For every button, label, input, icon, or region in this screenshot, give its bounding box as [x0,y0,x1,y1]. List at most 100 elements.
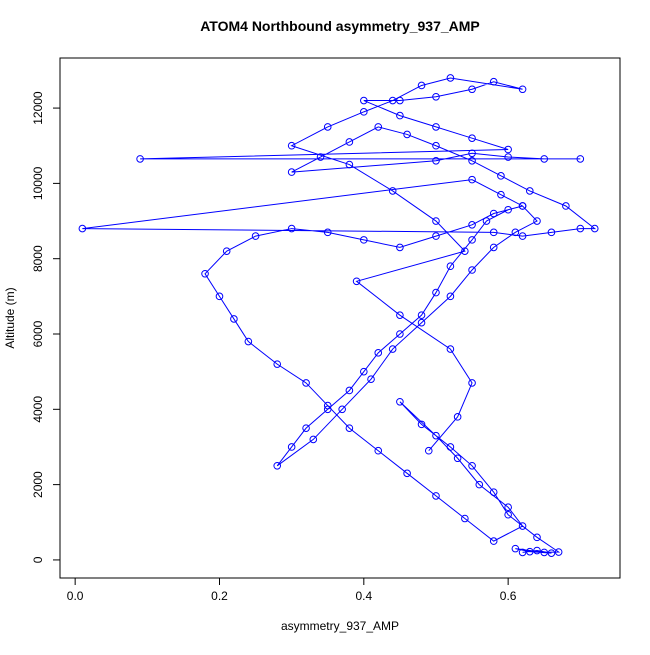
data-point [468,134,476,143]
data-point [489,243,498,252]
data-point [468,175,476,184]
data-point [504,503,512,512]
data-point [432,431,440,440]
data-point [374,349,383,357]
data-point [396,96,404,105]
data-point [302,424,310,432]
data-point [345,160,354,169]
data-point [511,544,520,553]
data-point [352,277,361,286]
data-point [323,228,332,237]
data-point [576,224,585,233]
data-point [468,461,476,470]
data-point [518,232,527,240]
data-point [489,228,498,237]
data-point [374,123,383,131]
data-point [468,379,476,387]
data-point [475,480,484,489]
data-point [446,443,455,451]
data-point [482,217,491,225]
data-point [316,153,325,161]
y-tick-label: 4000 [31,396,45,423]
data-point [417,311,426,319]
data-point [360,236,368,244]
data-point [432,492,440,500]
data-line [82,77,597,554]
data-point [461,247,469,255]
data-point [554,548,563,556]
data-point [547,228,556,237]
data-point [489,488,498,496]
data-point [468,266,476,274]
data-point [360,367,368,376]
data-point [396,330,404,338]
data-point [468,236,476,244]
data-point [403,130,411,139]
data-point [497,172,505,180]
data-point [540,548,549,557]
data-point [453,454,462,463]
data-point [396,111,404,120]
chart-title: ATOM4 Northbound asymmetry_937_AMP [200,18,480,34]
data-point [251,232,260,240]
data-point [345,138,354,146]
data-point [489,537,498,545]
data-point [302,379,310,387]
data-point [432,141,440,150]
data-point [504,153,512,161]
data-point [518,522,527,530]
data-point [468,221,476,229]
y-tick-label: 12000 [31,91,45,125]
data-point [518,202,527,210]
data-point [201,269,209,278]
data-point [446,74,455,82]
y-tick-label: 10000 [31,166,45,200]
data-point [417,81,426,90]
data-point [417,318,426,327]
data-point [230,315,238,323]
data-point [396,243,404,252]
data-point [136,155,144,163]
data-point [215,292,224,301]
data-point [540,155,549,163]
data-point [388,187,397,195]
data-point [533,546,541,555]
data-point [432,156,440,165]
data-point [244,337,253,346]
data-point [446,262,455,271]
data-point [323,405,332,414]
data-point [497,190,505,199]
data-point [287,168,296,176]
data-point [576,155,585,163]
x-axis-label: asymmetry_937_AMP [281,619,399,633]
data-point [78,224,87,233]
data-point [504,145,512,154]
data-point [424,446,433,455]
y-tick-label: 6000 [31,320,45,347]
data-point [273,360,282,368]
data-point [309,435,318,444]
data-point [323,401,332,410]
y-axis-label: Altitude (m) [3,287,17,348]
data-point [432,92,440,101]
data-point [432,217,440,225]
data-point [547,549,556,557]
data-point [468,149,476,158]
data-point [453,413,462,421]
y-tick-label: 2000 [31,471,45,498]
data-point [287,141,296,150]
data-point [417,420,426,429]
data-point [396,397,404,406]
data-point [504,510,512,519]
data-point [533,217,541,225]
data-point [396,311,404,319]
data-point [345,424,354,432]
data-point [388,345,397,353]
data-point [525,547,534,556]
y-tick-label: 8000 [31,245,45,272]
y-tick-label: 0 [31,556,45,563]
data-point [432,123,440,131]
data-point [287,224,296,233]
data-point [388,96,397,105]
